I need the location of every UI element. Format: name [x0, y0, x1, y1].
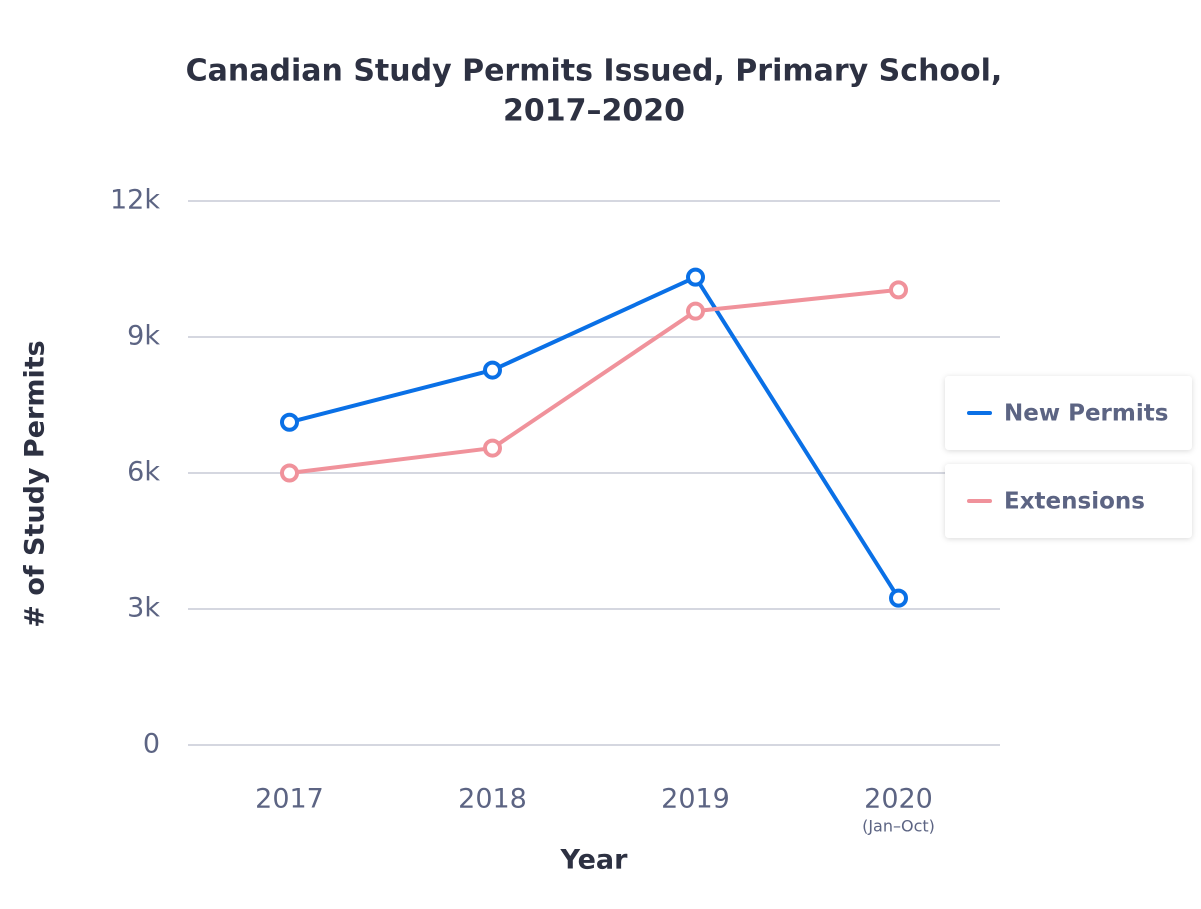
x-tick-label: 2019 [661, 784, 730, 815]
series-line [289, 287, 899, 475]
data-point [686, 267, 705, 287]
data-point [280, 463, 299, 483]
data-point [280, 412, 299, 432]
x-axis-title: Year [560, 845, 629, 876]
chart-title: Canadian Study Permits Issued, Primary S… [186, 54, 1003, 89]
chart-title: 2017–2020 [503, 94, 685, 129]
x-tick-note: (Jan–Oct) [862, 817, 935, 836]
y-axis-title: # of Study Permits [20, 340, 51, 627]
y-tick-label: 12k [110, 185, 160, 216]
data-point [483, 438, 502, 458]
data-point [483, 360, 502, 380]
data-point [686, 301, 705, 321]
x-tick-label: 2020 [864, 784, 933, 815]
y-tick-label: 9k [127, 321, 160, 352]
legend-box [945, 464, 1192, 538]
data-point [889, 588, 908, 608]
series-line [289, 275, 901, 600]
x-tick-label: 2017 [255, 784, 324, 815]
legend-label: Extensions [1004, 489, 1145, 515]
legend-box [945, 376, 1192, 450]
y-tick-label: 0 [143, 729, 160, 760]
y-tick-label: 6k [127, 457, 160, 488]
y-tick-label: 3k [127, 593, 160, 624]
x-tick-label: 2018 [458, 784, 527, 815]
data-point [889, 280, 908, 300]
legend-label: New Permits [1004, 401, 1168, 427]
